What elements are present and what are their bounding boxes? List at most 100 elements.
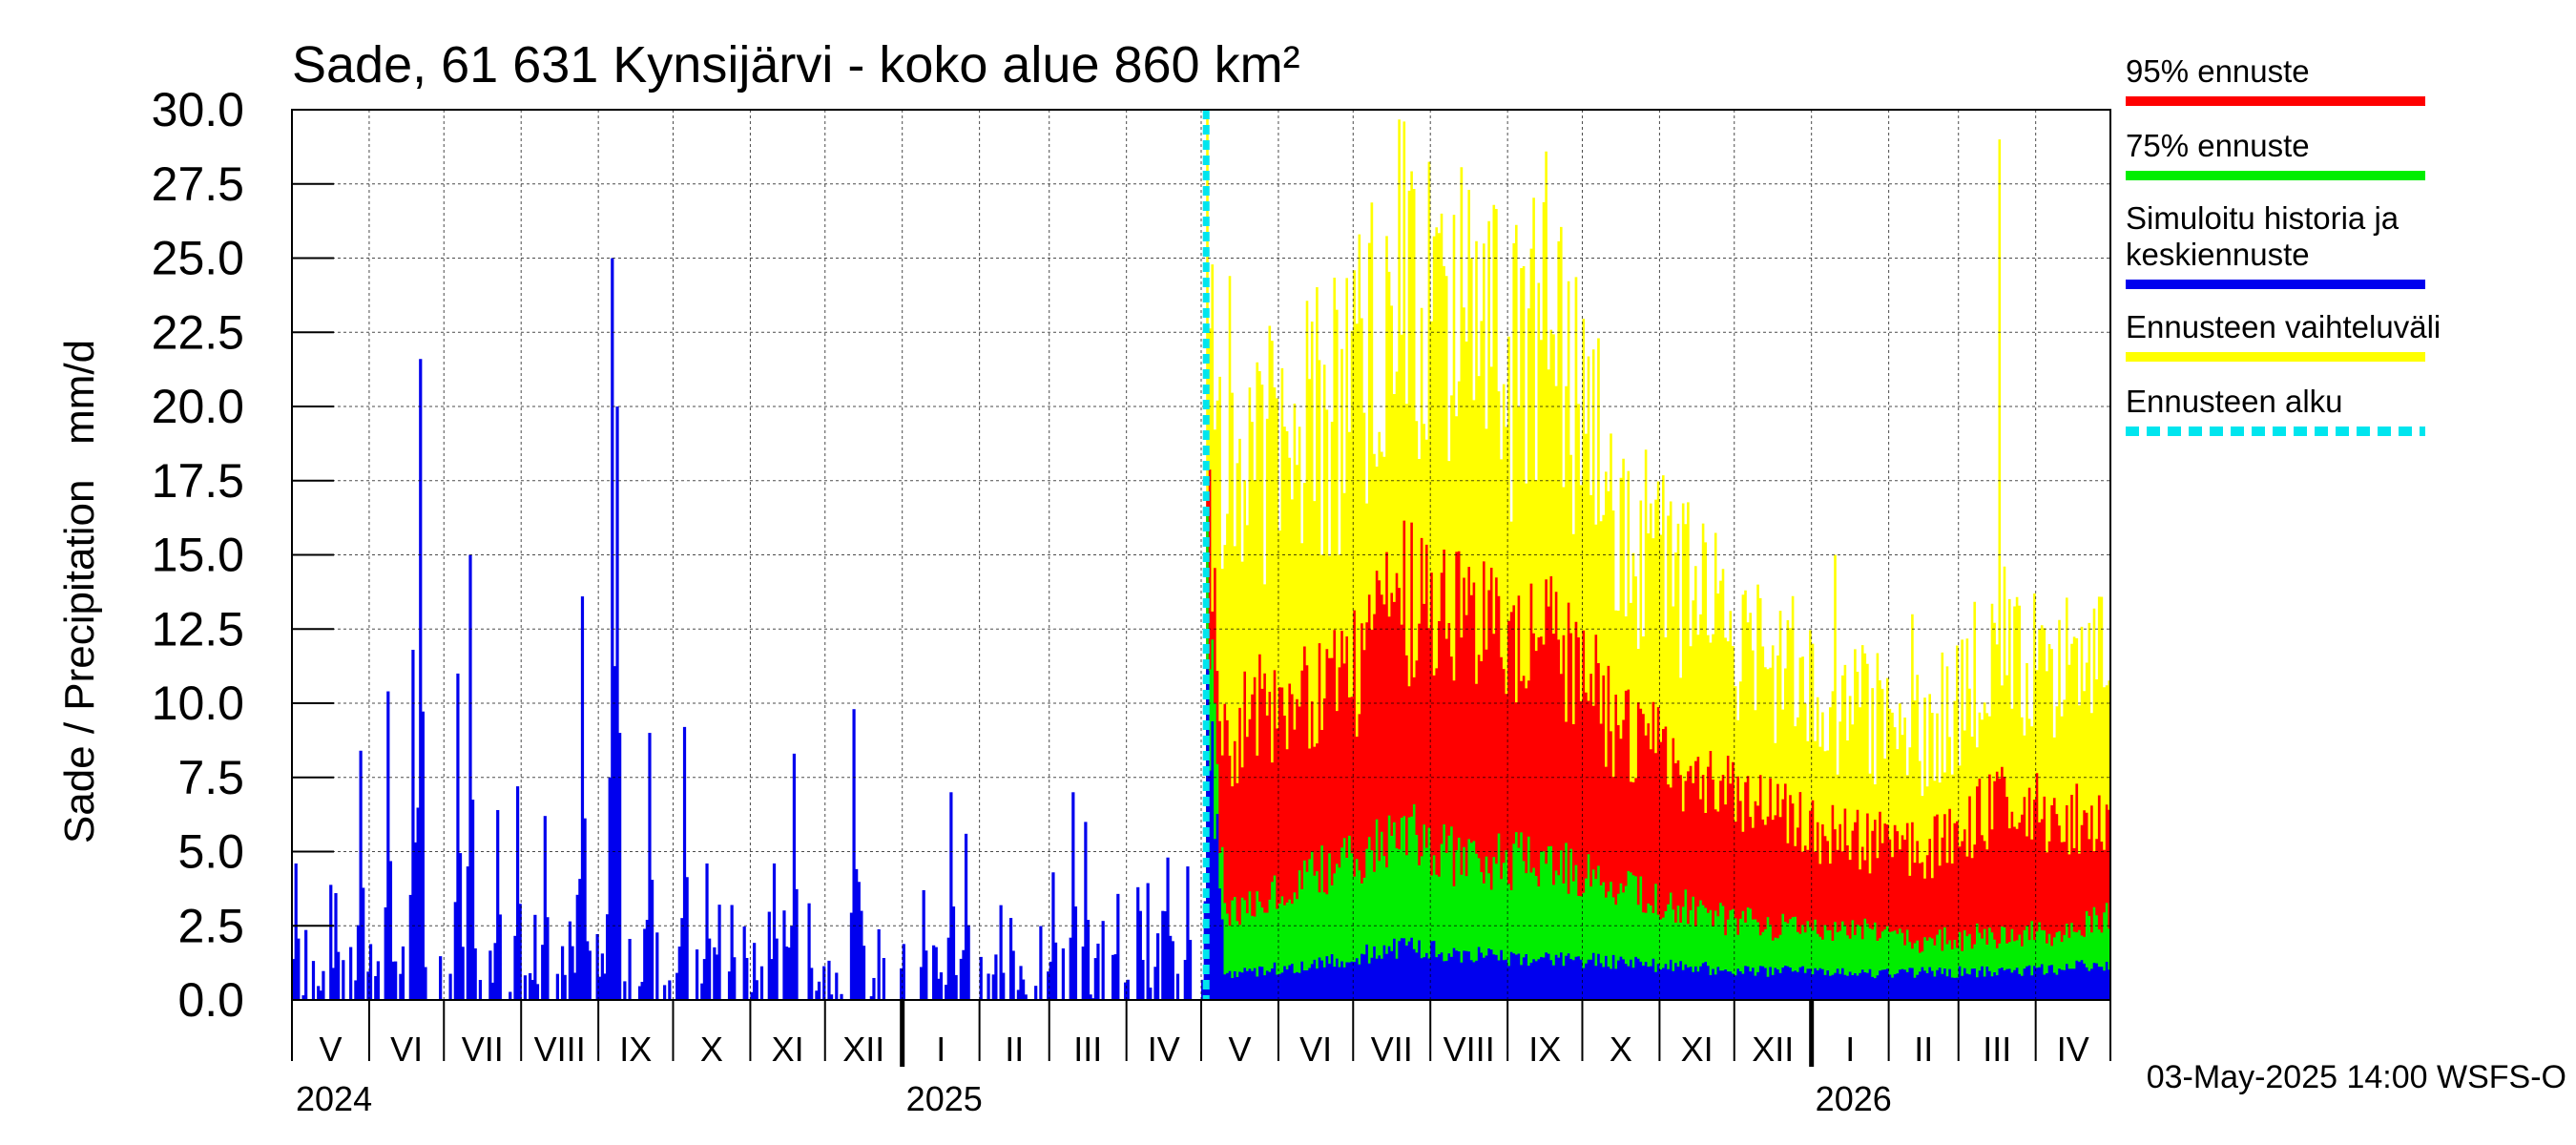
history-bar (695, 949, 699, 1000)
history-bar (301, 995, 305, 1000)
history-bar (877, 928, 881, 1000)
history-bar (637, 986, 642, 1000)
history-bar (1049, 961, 1052, 1000)
history-bar (775, 938, 779, 1000)
month-label: III (1983, 1030, 2011, 1069)
history-bar (708, 938, 712, 1000)
history-bar (1138, 910, 1142, 1000)
history-bar (900, 968, 904, 1000)
history-bar (932, 945, 936, 1000)
month-label: XI (772, 1030, 804, 1069)
history-bar (1053, 942, 1058, 1000)
history-bar (560, 946, 565, 1000)
history-bar (784, 947, 789, 1000)
history-bar (946, 937, 950, 1000)
history-bar (1081, 947, 1085, 1000)
history-bar (1086, 920, 1091, 1000)
history-bar (1166, 857, 1170, 1000)
history-bar (1061, 947, 1065, 1000)
month-label: VII (1371, 1030, 1413, 1069)
history-bar (600, 953, 604, 1000)
history-bar (496, 809, 500, 1000)
history-bar (368, 944, 373, 1000)
month-label: II (1005, 1030, 1024, 1069)
history-bar (1163, 911, 1168, 1000)
y-tick-label: 10.0 (152, 677, 244, 730)
history-bar (767, 911, 771, 1000)
history-bar (399, 973, 403, 1000)
month-label: IV (1148, 1030, 1180, 1069)
history-bar (331, 968, 335, 1000)
history-bar (349, 947, 353, 1000)
history-bar (795, 888, 799, 1000)
history-bar (356, 925, 361, 1000)
month-label: IX (619, 1030, 652, 1069)
history-bar (509, 991, 512, 1000)
history-bar (294, 863, 298, 1000)
month-label: II (1914, 1030, 1933, 1069)
history-bar (453, 902, 457, 1000)
month-label: IV (2057, 1030, 2089, 1069)
history-bar (790, 926, 794, 1000)
history-bar (677, 947, 681, 1000)
history-bar (498, 914, 502, 1000)
history-bar (322, 970, 325, 1000)
history-bar (1156, 933, 1160, 1000)
history-bar (595, 933, 599, 1000)
y-tick-label: 2.5 (177, 899, 244, 952)
history-bar (1002, 972, 1006, 1000)
history-bar (1113, 954, 1117, 1000)
history-bar (359, 750, 363, 1000)
history-bar (493, 943, 497, 1000)
history-bar (872, 977, 876, 1000)
history-bar (1136, 886, 1140, 1000)
history-bar (680, 918, 684, 1000)
history-bar (1024, 994, 1028, 1000)
month-label: V (319, 1030, 342, 1069)
history-bar (555, 973, 559, 1000)
year-label: 2026 (1816, 1079, 1892, 1118)
y-tick-label: 27.5 (152, 157, 244, 211)
history-bar (571, 946, 574, 1000)
history-bar (448, 973, 452, 1000)
history-bar (458, 853, 463, 1000)
month-label: VI (390, 1030, 423, 1069)
history-bar (1022, 979, 1026, 1000)
history-bar (827, 960, 831, 1000)
forecast-75-area (1206, 513, 2110, 1000)
history-bar (490, 982, 495, 1000)
history-bar (759, 966, 764, 1000)
y-axis-label: Sade / Precipitation mm/d (56, 340, 103, 843)
history-bar (515, 786, 520, 1000)
y-tick-label: 5.0 (177, 825, 244, 879)
month-label: VIII (1444, 1030, 1495, 1069)
history-bar (792, 753, 797, 1000)
history-bar (919, 967, 924, 1000)
chart-title: Sade, 61 631 Kynsijärvi - koko alue 860 … (292, 36, 1300, 94)
history-bar (700, 983, 704, 1000)
history-bar (354, 980, 358, 1000)
y-tick-label: 20.0 (152, 380, 244, 433)
history-bar (488, 950, 492, 1000)
month-label: III (1073, 1030, 1102, 1069)
history-bar (852, 709, 856, 1000)
history-bar (1149, 988, 1153, 1000)
history-bar (994, 954, 998, 1000)
month-label: X (700, 1030, 723, 1069)
history-bar (962, 949, 966, 1000)
history-bar (772, 863, 777, 1000)
history-bar (1089, 994, 1092, 1000)
history-bar (840, 993, 843, 1000)
history-bar (949, 792, 953, 1000)
y-tick-label: 12.5 (152, 602, 244, 656)
history-bar (702, 959, 707, 1000)
y-tick-label: 15.0 (152, 529, 244, 582)
history-bar (753, 943, 757, 1000)
history-bar (586, 941, 590, 1000)
history-bar (857, 882, 861, 1000)
history-bar (1161, 910, 1165, 1000)
history-bar (628, 939, 632, 1000)
history-bar (934, 947, 938, 1000)
history-bar (939, 972, 944, 1000)
history-bar (860, 910, 863, 1000)
